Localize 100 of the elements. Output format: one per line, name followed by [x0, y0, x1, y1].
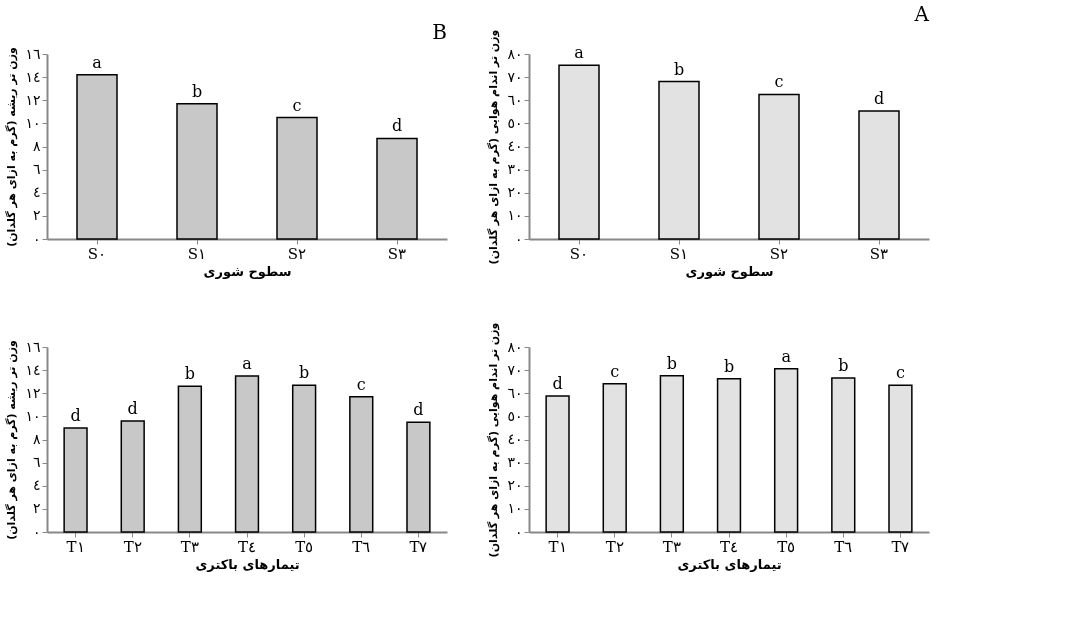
- x-axis-title: سطوح شوری: [685, 263, 774, 279]
- x-tick-label: S٠: [569, 244, 589, 263]
- data-label: b: [666, 353, 677, 373]
- x-tick-label: S٢: [769, 244, 789, 263]
- bar: [406, 421, 431, 533]
- data-label: d: [391, 116, 403, 136]
- bar: [176, 102, 218, 240]
- x-tick-label: S٢: [287, 244, 307, 263]
- data-label: b: [191, 81, 203, 101]
- bar: [858, 110, 900, 240]
- bar: [291, 384, 317, 533]
- y-tick-label: ٧٠: [507, 68, 523, 85]
- y-tick-label: ٨: [32, 431, 41, 447]
- y-tick-label: ٦٠: [507, 384, 523, 401]
- y-tick-label: ١٠: [25, 114, 41, 131]
- y-tick-label: ١٤: [25, 68, 41, 85]
- y-tick-label: ٦٠: [507, 91, 523, 108]
- y-tick-label: ١٦: [25, 45, 41, 62]
- y-tick-label: ٨٠: [507, 338, 523, 355]
- bar: [558, 64, 600, 240]
- x-tick-label: S٣: [869, 244, 889, 263]
- data-label: a: [92, 52, 103, 72]
- x-tick-label: T٢: [605, 537, 624, 556]
- x-tick-label: T٦: [352, 537, 371, 556]
- bar: [120, 420, 145, 533]
- x-tick-label: S٠: [87, 244, 107, 263]
- data-label: d: [873, 89, 885, 109]
- x-tick-label: T١: [548, 537, 567, 556]
- y-axis-title: وزن تر اندام هوایی (گرم به ازای هر گلدان): [487, 322, 501, 558]
- y-tick-label: ٥٠: [507, 114, 523, 131]
- y-tick-label: ٢: [32, 500, 41, 517]
- bar: [177, 385, 203, 533]
- y-tick-label: ٥٠: [507, 407, 523, 424]
- y-tick-label: ٠: [514, 523, 523, 540]
- bar: [76, 74, 118, 240]
- y-tick-label: ٨٠: [507, 45, 523, 62]
- data-label: d: [127, 399, 138, 418]
- data-label: b: [299, 363, 310, 383]
- bar: [758, 93, 800, 240]
- y-tick-label: ١٦: [25, 338, 41, 355]
- y-tick-label: ٤٠: [507, 138, 523, 154]
- x-tick-label: T٤: [719, 537, 739, 556]
- y-tick-label: ٦: [32, 161, 41, 178]
- x-tick-label: T٢: [123, 537, 142, 556]
- x-tick-label: S١: [669, 244, 689, 263]
- bar: [276, 116, 318, 240]
- x-tick-label: T٣: [662, 537, 681, 556]
- x-tick-label: T٧: [409, 537, 428, 556]
- y-tick-label: ١٠: [507, 500, 523, 517]
- bar: [376, 137, 418, 240]
- x-tick-label: T٦: [834, 537, 853, 556]
- y-tick-label: ١٤: [25, 361, 41, 378]
- data-label: b: [673, 59, 685, 79]
- y-tick-label: ٠: [514, 230, 523, 247]
- data-label: b: [838, 355, 849, 375]
- x-axis-title: تیمارهای باکتری: [677, 556, 782, 572]
- data-label: d: [70, 405, 81, 425]
- y-tick-label: ١٢: [25, 91, 41, 108]
- data-label: c: [895, 363, 905, 383]
- x-tick-label: S١: [187, 244, 207, 263]
- y-axis-title: وزن تر ریشه (گرم به ازای هر گلدان): [5, 340, 19, 540]
- bar: [658, 80, 700, 240]
- y-tick-label: ١٢: [25, 384, 41, 401]
- y-axis-title: وزن تر ریشه (گرم به ازای هر گلدان): [5, 47, 19, 247]
- y-tick-label: ٤٠: [507, 431, 523, 447]
- y-tick-label: ٠: [32, 523, 41, 540]
- y-tick-label: ٢٠: [507, 477, 523, 494]
- x-tick-label: T١: [66, 537, 85, 556]
- y-tick-label: ٨: [32, 138, 41, 154]
- data-label: b: [723, 356, 735, 376]
- bar: [234, 375, 260, 533]
- x-tick-label: T٣: [180, 537, 199, 556]
- bar: [63, 427, 88, 533]
- y-tick-label: ٦: [32, 454, 41, 471]
- y-tick-label: ٢٠: [507, 184, 523, 201]
- y-tick-label: ١٠: [25, 407, 41, 424]
- y-tick-label: ٧٠: [507, 361, 523, 378]
- data-label: a: [781, 346, 792, 366]
- data-label: c: [774, 72, 784, 92]
- y-tick-label: ٠: [32, 230, 41, 247]
- x-tick-label: T٥: [295, 537, 314, 556]
- y-axis-title: وزن تر اندام هوایی (گرم به ازای هر گلدان): [487, 29, 501, 265]
- bar: [349, 395, 374, 533]
- data-label: a: [574, 43, 585, 63]
- data-label: c: [292, 95, 302, 115]
- y-tick-label: ٣٠: [507, 161, 523, 178]
- data-label: b: [184, 364, 195, 384]
- x-tick-label: T٧: [891, 537, 910, 556]
- chart-title: B: [432, 19, 447, 44]
- y-tick-label: ٤: [32, 477, 41, 494]
- data-label: a: [242, 353, 253, 373]
- x-tick-label: T٤: [237, 537, 257, 556]
- y-tick-label: ٤: [32, 184, 41, 201]
- x-axis-title: تیمارهای باکتری: [195, 556, 300, 572]
- y-tick-label: ٢: [32, 207, 41, 224]
- y-tick-label: ١٠: [507, 207, 523, 224]
- data-label: d: [552, 374, 563, 394]
- data-label: c: [610, 361, 620, 381]
- x-tick-label: S٣: [387, 244, 407, 263]
- data-label: c: [356, 374, 366, 394]
